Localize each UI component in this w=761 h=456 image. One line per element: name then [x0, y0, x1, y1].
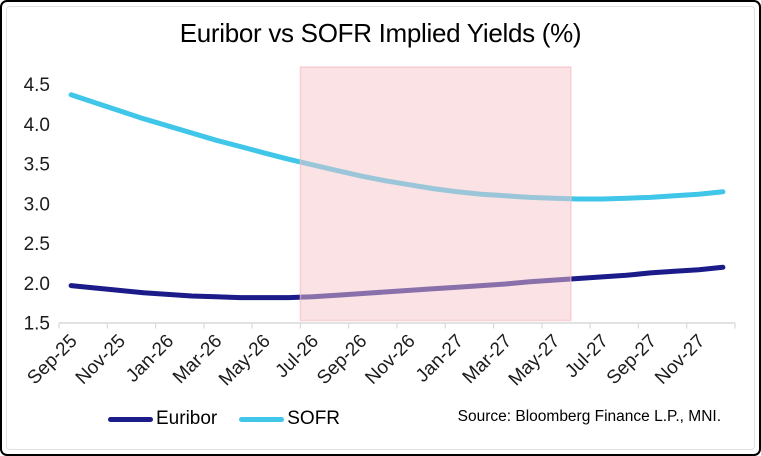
y-axis-label: 3.5 — [24, 155, 50, 176]
y-axis-label: 1.5 — [24, 314, 50, 335]
y-axis-label: 2.5 — [24, 234, 50, 255]
x-axis-label: Nov-25 — [72, 331, 130, 389]
x-axis-label: May-27 — [505, 331, 565, 391]
x-axis-label: Sep-25 — [23, 331, 81, 389]
legend-label-sofr: SOFR — [287, 408, 341, 429]
y-axis-label: 4.0 — [24, 115, 50, 136]
y-axis-label: 3.0 — [24, 194, 50, 215]
chart-title: Euribor vs SOFR Implied Yields (%) — [179, 18, 582, 48]
y-axis-label: 4.5 — [24, 75, 50, 96]
x-axis-label: Nov-26 — [361, 331, 419, 389]
euribor-line-swatch — [108, 416, 153, 422]
x-axis-label: Jan-26 — [122, 331, 178, 387]
sofr-line-swatch — [239, 416, 285, 422]
x-axis-label: Sep-27 — [603, 331, 661, 389]
x-axis-label: Jan-27 — [412, 331, 468, 387]
highlight-region — [299, 66, 572, 322]
legend-label-euribor: Euribor — [156, 408, 218, 429]
legend-item-euribor: Euribor — [108, 408, 217, 430]
legend: Euribor SOFR — [108, 408, 340, 430]
legend-item-sofr: SOFR — [239, 408, 340, 430]
source-note: Source: Bloomberg Finance L.P., MNI. — [457, 408, 721, 425]
x-axis-label: Sep-26 — [313, 331, 371, 389]
x-axis-label: May-26 — [215, 331, 275, 391]
y-axis-label: 2.0 — [24, 274, 50, 295]
x-axis-label: Nov-27 — [651, 331, 709, 389]
